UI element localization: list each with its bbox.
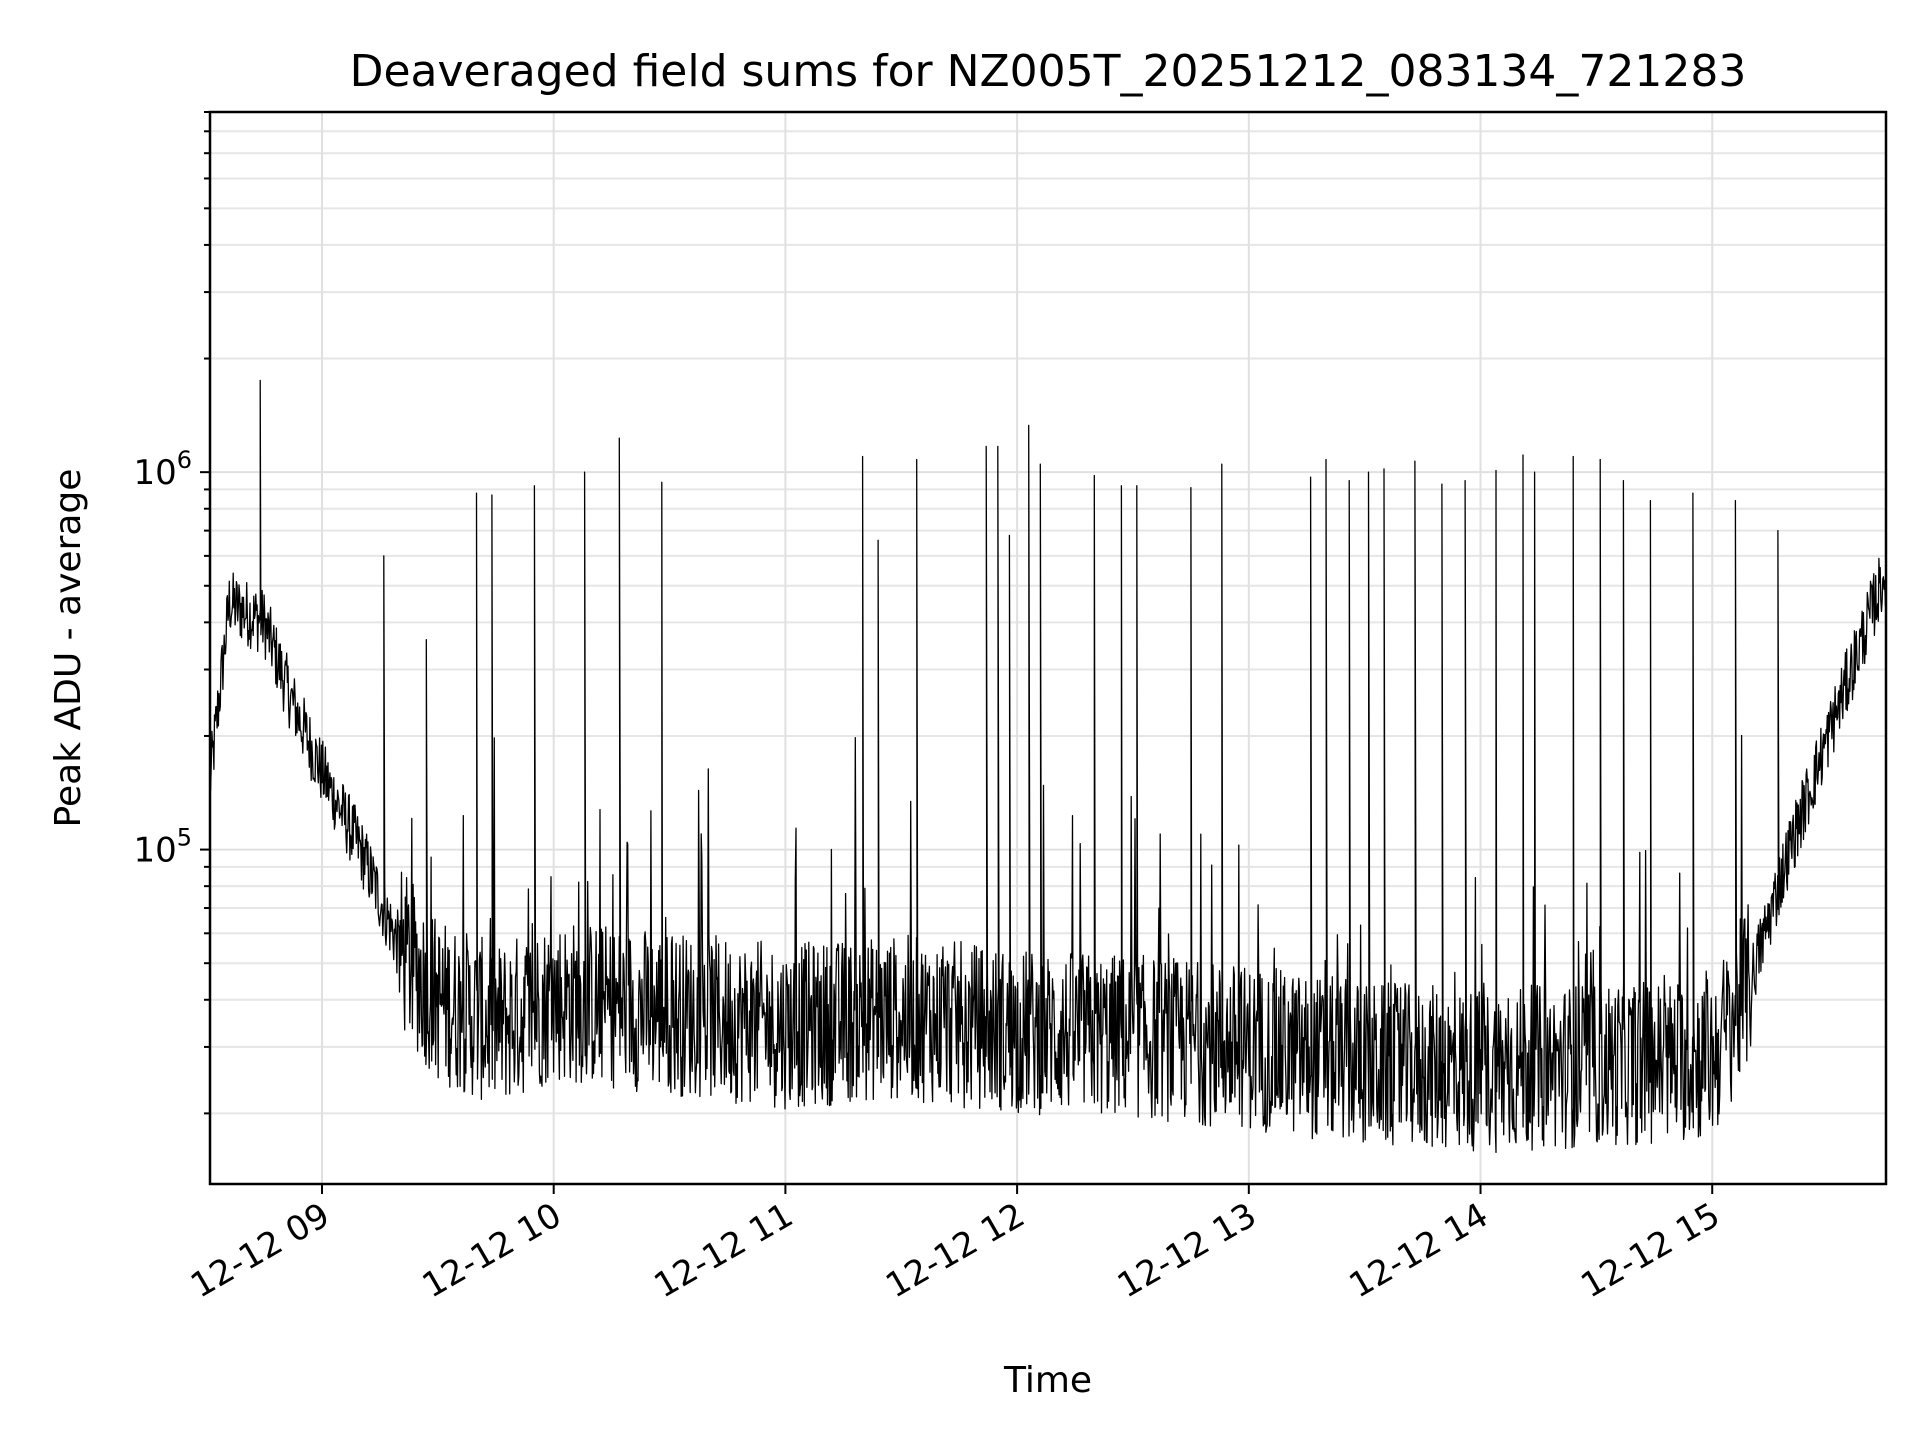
y-tick-exponent: 5 xyxy=(177,824,192,852)
series-line xyxy=(210,379,1886,1154)
y-axis-label: Peak ADU - average xyxy=(48,469,89,828)
x-tick-label: 12-12 12 xyxy=(879,1195,1031,1306)
x-tick-label: 12-12 15 xyxy=(1574,1195,1726,1306)
x-axis-label: Time xyxy=(1003,1360,1092,1401)
plot-layer xyxy=(210,379,1886,1154)
y-tick-base: 10 xyxy=(133,831,176,871)
x-tick-label: 12-12 10 xyxy=(416,1195,568,1306)
chart-title: Deaveraged field sums for NZ005T_2025121… xyxy=(350,46,1747,97)
y-tick-base: 10 xyxy=(133,453,176,493)
grid-layer xyxy=(210,111,1886,1184)
x-tick-label: 12-12 13 xyxy=(1111,1195,1263,1306)
y-tick-label: 105 xyxy=(133,824,192,871)
x-tick-label: 12-12 09 xyxy=(184,1195,336,1306)
x-tick-label: 12-12 14 xyxy=(1343,1195,1495,1306)
y-tick-label: 106 xyxy=(133,446,192,493)
y-tick-exponent: 6 xyxy=(177,446,192,474)
x-tick-label: 12-12 11 xyxy=(648,1195,800,1306)
plot-frame xyxy=(208,110,1888,1186)
